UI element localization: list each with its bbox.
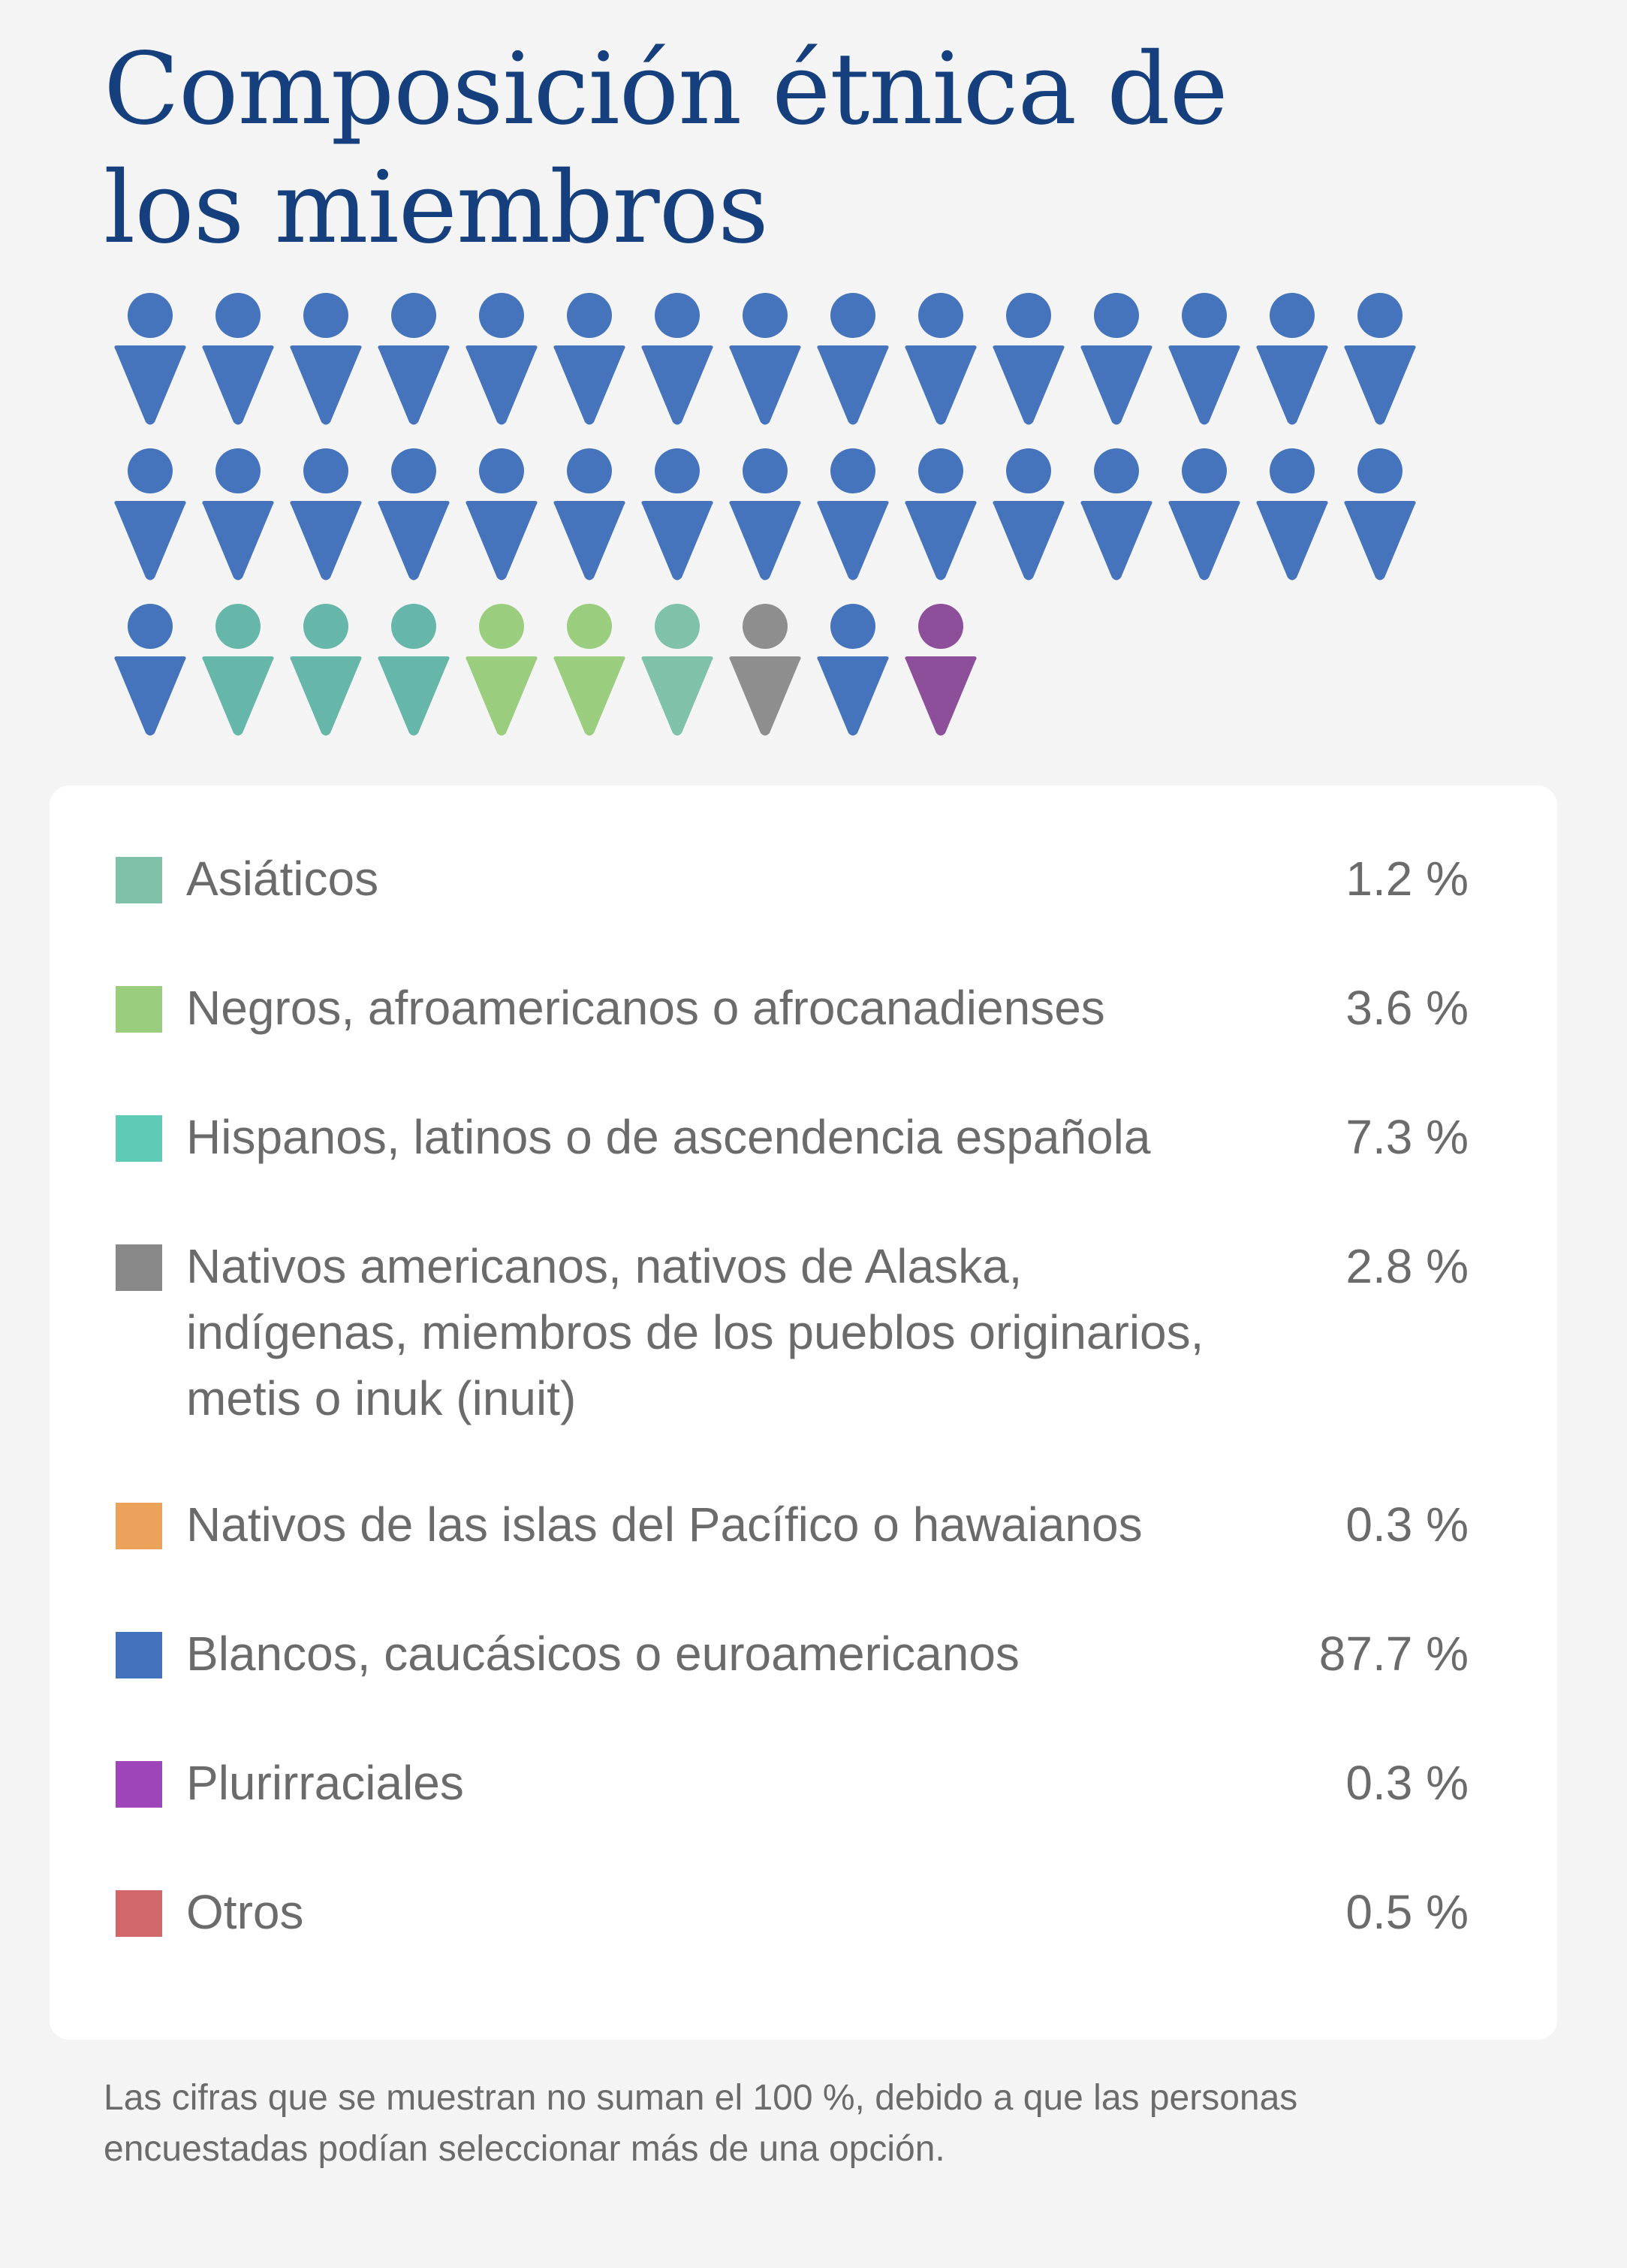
person-icon-white — [817, 448, 889, 581]
person-icon-black — [466, 604, 538, 736]
legend-swatch-black — [116, 986, 162, 1033]
person-icon-white — [1080, 448, 1152, 581]
person-icon-white — [202, 293, 274, 425]
person-icon-white — [993, 448, 1065, 581]
person-icon-white — [1168, 448, 1240, 581]
person-icon-black — [553, 604, 625, 736]
footnote: Las cifras que se muestran no suman el 1… — [104, 2078, 1298, 2169]
person-icon-white — [641, 448, 713, 581]
page-title: Composición étnica de los miembros — [104, 30, 1530, 267]
legend-swatch-asian — [116, 857, 162, 903]
person-icon-hispanic — [290, 604, 362, 736]
person-icon-white — [1080, 293, 1152, 425]
legend-label-native: Nativos americanos, nativos de Alaska, i… — [186, 1239, 1204, 1425]
person-icon-white — [817, 293, 889, 425]
person-icon-multiracial — [905, 604, 977, 736]
person-icon-white — [729, 293, 801, 425]
person-icon-native — [729, 604, 801, 736]
title-line-1: Composición étnica de — [104, 32, 1228, 147]
person-icon-white — [1256, 293, 1328, 425]
legend-value-asian: 1.2 % — [1345, 852, 1469, 906]
person-icon-white — [466, 293, 538, 425]
legend-value-multiracial: 0.3 % — [1345, 1756, 1469, 1810]
person-icon-white — [729, 448, 801, 581]
person-icon-white — [1344, 293, 1416, 425]
person-icon-white — [378, 293, 450, 425]
legend-label-hispanic: Hispanos, latinos o de ascendencia españ… — [186, 1110, 1151, 1164]
person-icon-white — [378, 448, 450, 581]
person-icon-white — [1168, 293, 1240, 425]
legend-value-other: 0.5 % — [1345, 1885, 1469, 1939]
legend-label-multiracial: Plurirraciales — [186, 1756, 464, 1810]
person-icon-white — [817, 604, 889, 736]
person-icon-white — [641, 293, 713, 425]
legend-card: Asiáticos 1.2 % Negros, afroamericanos o a… — [50, 786, 1557, 2040]
legend-value-pacific: 0.3 % — [1345, 1497, 1469, 1552]
person-icon-white — [553, 448, 625, 581]
person-icon-white — [114, 604, 186, 736]
person-icon-white — [905, 293, 977, 425]
person-icon-white — [993, 293, 1065, 425]
pictogram-chart — [114, 293, 1416, 736]
person-icon-asian — [641, 604, 713, 736]
legend-value-white: 87.7 % — [1318, 1627, 1469, 1681]
person-icon-white — [114, 448, 186, 581]
person-icon-white — [290, 448, 362, 581]
person-icon-white — [1344, 448, 1416, 581]
legend-swatch-other — [116, 1890, 162, 1937]
legend-value-native: 2.8 % — [1345, 1239, 1469, 1293]
legend-label-other: Otros — [186, 1885, 304, 1939]
legend-label-asian: Asiáticos — [186, 852, 379, 906]
legend-swatch-native — [116, 1244, 162, 1291]
legend-label-white: Blancos, caucásicos o euroamericanos — [186, 1627, 1020, 1681]
person-icon-white — [1256, 448, 1328, 581]
person-icon-hispanic — [202, 604, 274, 736]
person-icon-hispanic — [378, 604, 450, 736]
person-icon-white — [905, 448, 977, 581]
person-icon-white — [553, 293, 625, 425]
legend-label-black: Negros, afroamericanos o afrocanadienses — [186, 981, 1105, 1035]
person-icon-white — [466, 448, 538, 581]
legend-value-black: 3.6 % — [1345, 981, 1469, 1035]
legend-swatch-white — [116, 1632, 162, 1678]
legend-swatch-multiracial — [116, 1761, 162, 1808]
person-icon-white — [114, 293, 186, 425]
person-icon-white — [202, 448, 274, 581]
title-line-2: los miembros — [104, 150, 769, 266]
legend-swatch-pacific — [116, 1503, 162, 1549]
legend-swatch-hispanic — [116, 1115, 162, 1162]
legend-label-pacific: Nativos de las islas del Pacífico o hawa… — [186, 1497, 1143, 1552]
person-icon-white — [290, 293, 362, 425]
legend-value-hispanic: 7.3 % — [1345, 1110, 1469, 1164]
